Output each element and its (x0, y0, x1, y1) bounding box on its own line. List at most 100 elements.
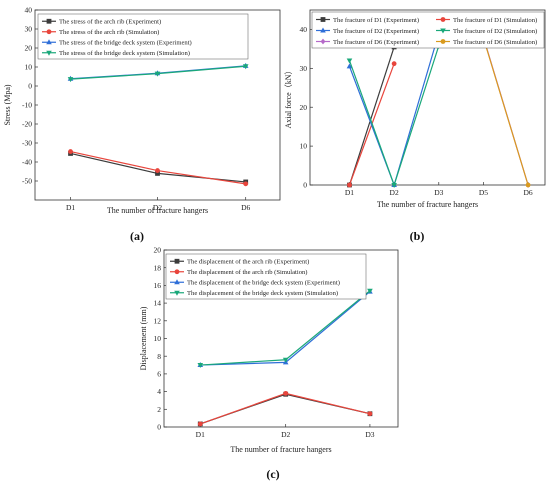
legend-label: The displacement of the bridge deck syst… (187, 290, 338, 297)
y-tick-label: 6 (157, 370, 161, 379)
legend-item: The stress of the bridge deck system (Ex… (42, 39, 192, 47)
panel-label: (c) (266, 467, 279, 481)
y-tick-label: 10 (25, 63, 33, 72)
y-tick-label: 12 (154, 316, 162, 325)
y-tick-label: 8 (157, 352, 161, 361)
x-axis-label: The number of fracture hangers (107, 206, 208, 215)
data-point (243, 181, 249, 187)
y-tick-label: -30 (22, 139, 32, 148)
legend-item: The stress of the arch rib (Simulation) (42, 29, 159, 36)
series-2 (346, 30, 442, 187)
legend-swatch-marker (320, 17, 326, 22)
y-tick-label: 10 (300, 142, 308, 151)
legend-swatch-marker (46, 39, 52, 45)
data-point (367, 288, 373, 294)
y-tick-label: 16 (154, 281, 162, 290)
legend-label: The stress of the arch rib (Experiment) (59, 19, 161, 26)
series-line (200, 291, 371, 366)
x-tick-label: D1 (66, 203, 75, 212)
x-tick-label: D2 (153, 203, 162, 212)
data-point (197, 421, 203, 427)
legend-label: The displacement of the arch rib (Simula… (187, 269, 307, 276)
legend-item: The displacement of the bridge deck syst… (170, 290, 338, 297)
legend-item: The displacement of the arch rib (Simula… (170, 269, 307, 276)
legend: The fracture of D1 (Experiment) The fract… (311, 11, 545, 49)
series-line (482, 37, 529, 186)
x-tick-label: D2 (281, 430, 290, 439)
y-tick-label: 20 (154, 246, 162, 255)
data-point (346, 58, 353, 64)
legend-box (311, 11, 545, 49)
legend-label: The stress of the arch rib (Simulation) (59, 29, 159, 36)
legend-item: The fracture of D2 (Experiment) (316, 27, 419, 35)
x-tick-label: D3 (434, 188, 443, 197)
series-line (200, 393, 371, 425)
data-point (346, 63, 353, 69)
legend-swatch-marker (46, 29, 52, 35)
legend-swatch-marker (46, 18, 52, 24)
plot-frame (309, 9, 546, 186)
data-point (68, 149, 73, 154)
legend-item: The stress of the arch rib (Experiment) (42, 19, 161, 26)
legend-item: The fracture of D1 (Experiment) (316, 17, 419, 24)
data-point (525, 182, 531, 188)
y-tick-label: 10 (154, 334, 162, 343)
y-axis-label: Displacement (mm) (139, 306, 148, 370)
y-tick-label: 40 (25, 6, 33, 15)
legend-label: The fracture of D6 (Experiment) (333, 39, 419, 46)
series-3 (67, 64, 249, 83)
data-point (282, 357, 289, 363)
series-5 (481, 35, 531, 188)
y-tick-label: 4 (157, 387, 161, 396)
y-tick-label: 30 (25, 25, 33, 34)
series-line (348, 46, 395, 186)
data-point (391, 183, 397, 188)
x-tick-label: D3 (365, 430, 374, 439)
legend-swatch-marker (440, 39, 446, 44)
y-tick-label: 0 (157, 423, 161, 432)
legend-label: The fracture of D2 (Experiment) (333, 28, 419, 35)
legend: The stress of the arch rib (Experiment) T… (37, 13, 249, 60)
y-tick-label: 2 (157, 405, 161, 414)
legend-swatch-marker (174, 290, 180, 296)
x-tick-label: D6 (241, 203, 250, 212)
y-tick-label: -20 (22, 120, 32, 129)
series-3 (197, 288, 373, 369)
panel-label: (b) (410, 229, 425, 243)
legend-swatch-marker (440, 28, 446, 34)
data-point (155, 168, 160, 173)
y-tick-label: 0 (28, 82, 32, 91)
y-tick-label: 0 (303, 181, 307, 190)
y-tick-label: -10 (22, 101, 32, 110)
series-0 (197, 391, 373, 427)
panel-label: (a) (130, 229, 144, 243)
legend-swatch-marker (320, 27, 326, 33)
y-axis-label: Axial force（kN） (284, 67, 293, 129)
y-tick-label: 30 (300, 64, 308, 73)
legend-label: The fracture of D1 (Experiment) (333, 17, 419, 24)
series-line (200, 392, 371, 425)
legend-swatch-marker (174, 279, 180, 285)
y-tick-label: 20 (300, 103, 308, 112)
legend-item: The displacement of the arch rib (Experi… (170, 259, 309, 266)
data-point (347, 182, 352, 188)
legend-label: The displacement of the bridge deck syst… (187, 280, 340, 287)
legend-label: The fracture of D2 (Simulation) (453, 28, 537, 35)
legend: The displacement of the arch rib (Experi… (165, 253, 367, 300)
series-0 (347, 44, 397, 188)
y-tick-label: 40 (300, 25, 308, 34)
series-0 (68, 151, 249, 185)
chart-c: 0 2 4 6 8 10 12 14 16 18 20 D1 D2 D3 The number of fra… (139, 246, 399, 481)
chart-a: -50 -40 -30 -20 -10 0 10 20 30 40 D1 D2 D6 The number… (3, 6, 281, 243)
legend-swatch-marker (46, 50, 52, 56)
x-tick-label: D1 (196, 430, 205, 439)
series-line (348, 45, 440, 187)
legend-label: The stress of the bridge deck system (Ex… (59, 40, 192, 47)
y-tick-label: 20 (25, 44, 33, 53)
data-point (283, 390, 289, 396)
legend-item: The fracture of D1 (Simulation) (436, 17, 537, 24)
legend-label: The displacement of the arch rib (Experi… (187, 259, 309, 266)
y-tick-label: -50 (22, 177, 32, 186)
series-2 (197, 288, 373, 368)
legend-item: The fracture of D6 (Simulation) (436, 39, 537, 46)
